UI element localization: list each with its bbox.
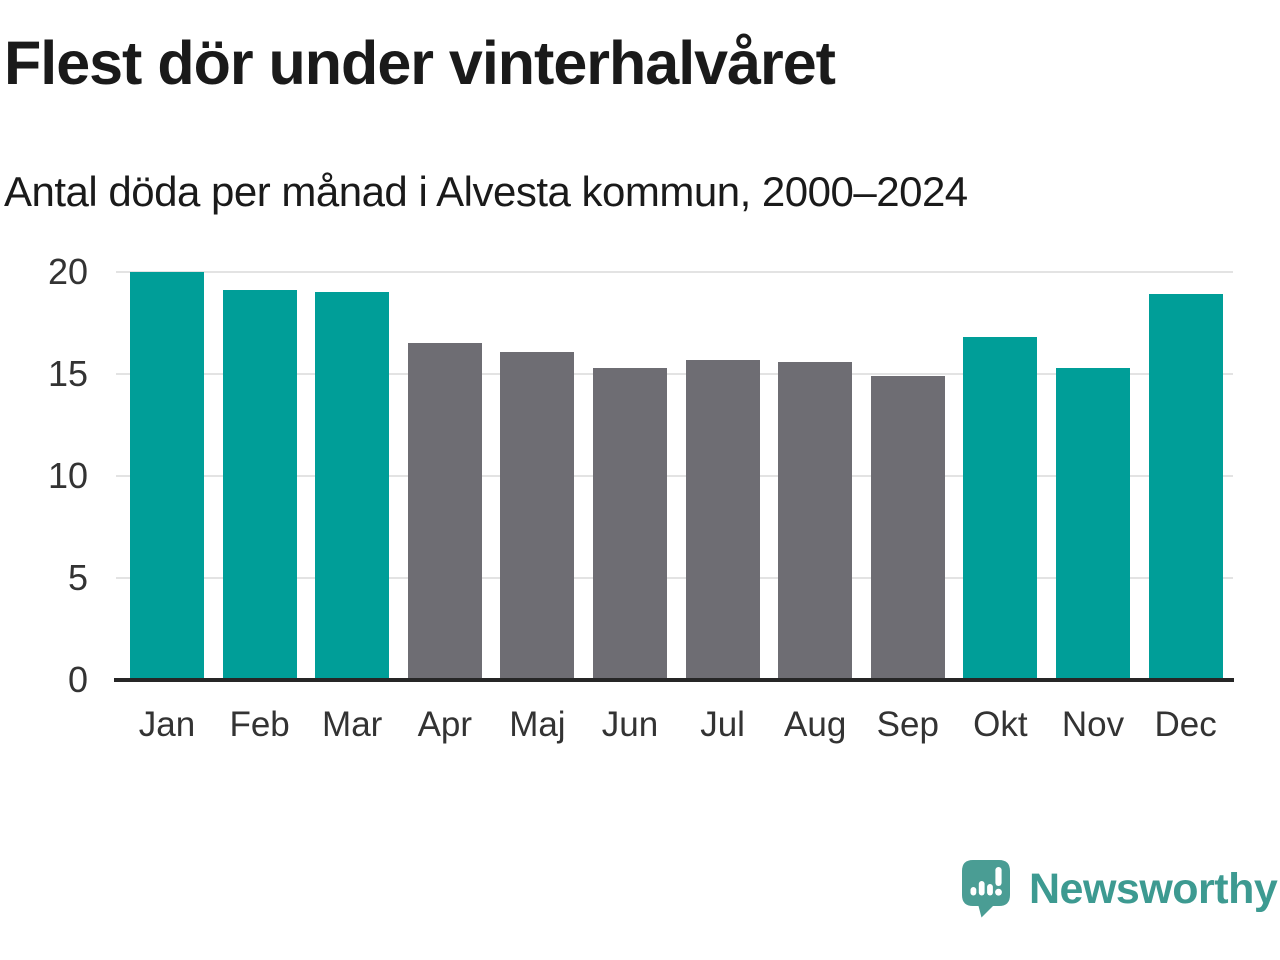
x-axis-tick-label: Maj: [509, 705, 566, 744]
chart-subtitle: Antal döda per månad i Alvesta kommun, 2…: [4, 168, 968, 215]
x-axis-tick-label: Nov: [1061, 705, 1125, 744]
y-axis-tick-label: 0: [67, 659, 88, 700]
gridline: [116, 373, 1233, 375]
x-axis-tick-label: Aug: [784, 705, 847, 744]
x-axis-tick-label: Sep: [876, 705, 939, 744]
bar-aug: [778, 361, 853, 680]
bar-jun: [593, 367, 667, 680]
y-axis-tick-label: 20: [47, 251, 88, 292]
bar-maj: [500, 351, 575, 680]
bar-feb: [222, 290, 297, 680]
gridline: [116, 271, 1233, 273]
bar-dec: [1148, 294, 1223, 680]
x-axis-tick-label: Jun: [601, 705, 659, 744]
gridline: [116, 475, 1233, 477]
bar-nov: [1056, 367, 1130, 680]
x-axis-tick-label: Jan: [138, 705, 196, 744]
newsworthy-logo-text: Newsworthy: [1029, 864, 1278, 913]
x-axis-tick-label: Dec: [1154, 705, 1217, 744]
x-axis-tick-label: Jul: [700, 705, 745, 744]
x-axis-line: [114, 678, 1234, 682]
y-axis-tick-label: 10: [47, 455, 88, 496]
gridline: [116, 577, 1233, 579]
newsworthy-logo: Newsworthy: [962, 860, 1278, 918]
bar-okt: [963, 337, 1038, 680]
bar-apr: [407, 343, 482, 680]
x-axis-tick-label: Feb: [229, 705, 290, 744]
chart-title: Flest dör under vinterhalvåret: [4, 29, 836, 97]
bar-chart-plot-area: [116, 271, 1233, 680]
x-axis-tick-label: Okt: [973, 705, 1028, 744]
newsworthy-logo-icon: [962, 860, 1010, 918]
bar-jan: [130, 272, 204, 680]
y-axis-tick-label: 15: [47, 353, 88, 394]
bar-sep: [870, 376, 945, 680]
y-axis-tick-label: 5: [67, 557, 88, 598]
x-axis-tick-label: Apr: [417, 705, 473, 744]
x-axis-tick-label: Mar: [322, 705, 383, 744]
bar-jul: [685, 359, 760, 680]
bar-mar: [315, 292, 390, 680]
